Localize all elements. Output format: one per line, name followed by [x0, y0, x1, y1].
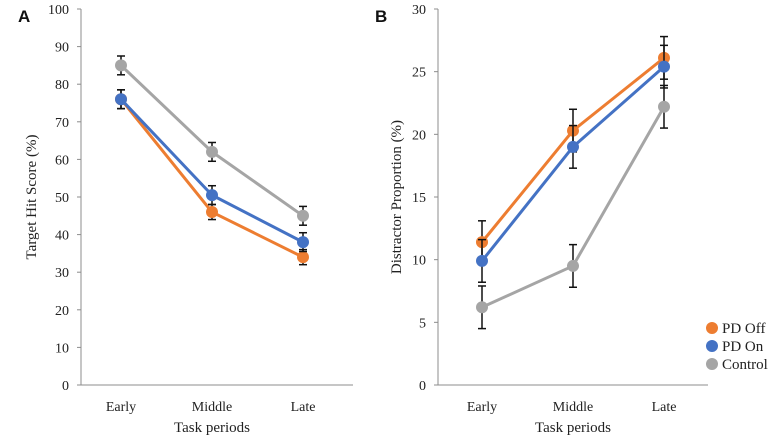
panel-label: A: [18, 7, 30, 26]
y-tick-label: 100: [48, 3, 69, 18]
data-point: [206, 206, 218, 219]
data-point: [297, 209, 309, 222]
y-tick-label: 20: [55, 304, 69, 319]
data-point: [567, 259, 579, 272]
y-tick-label: 30: [412, 3, 426, 18]
y-tick-label: 0: [419, 379, 426, 394]
data-point: [297, 251, 309, 264]
data-point: [206, 189, 218, 202]
x-tick-label: Early: [467, 400, 497, 415]
series-pd-off: [115, 89, 309, 266]
data-point: [297, 236, 309, 249]
x-tick-label: Late: [652, 400, 677, 415]
data-point: [206, 145, 218, 158]
y-tick-label: 5: [419, 316, 426, 331]
x-tick-label: Late: [291, 400, 316, 415]
y-tick-label: 50: [55, 191, 69, 206]
series-pd-on: [476, 44, 670, 283]
y-tick-label: 90: [55, 41, 69, 56]
series-control: [115, 55, 309, 226]
data-point: [115, 59, 127, 72]
data-point: [658, 60, 670, 73]
legend-label: Control: [722, 357, 768, 373]
y-tick-label: 10: [55, 341, 69, 356]
data-point: [476, 301, 488, 314]
y-axis-label: Distractor Proportion (%): [389, 120, 405, 274]
y-tick-label: 70: [55, 116, 69, 131]
panel-b: B 0 5 10 15 20 25 30 Early Middle Late Task periods…: [375, 3, 708, 436]
x-tick-label: Early: [106, 400, 136, 415]
y-tick-label: 25: [412, 66, 426, 81]
y-axis-label: Target Hit Score (%): [24, 135, 40, 260]
y-tick-label: 20: [412, 128, 426, 143]
panel-label: B: [375, 7, 387, 26]
y-tick-label: 10: [412, 254, 426, 269]
x-axis-label: Task periods: [535, 420, 611, 436]
y-tick-label: 40: [55, 229, 69, 244]
data-point: [115, 93, 127, 106]
legend-label: PD On: [722, 339, 764, 355]
x-tick-label: Middle: [192, 400, 232, 415]
panel-a: A 0 10 20 30 40 50 60 70 80 90 100 Early Middle Late Ta…: [18, 3, 353, 436]
legend-label: PD Off: [722, 321, 765, 337]
y-tick-label: 0: [62, 379, 69, 394]
data-point: [658, 100, 670, 113]
series-control: [476, 84, 670, 330]
data-point: [476, 254, 488, 267]
x-tick-label: Middle: [553, 400, 593, 415]
legend-marker: [706, 358, 718, 370]
series-line: [119, 98, 304, 259]
y-tick-label: 80: [55, 78, 69, 93]
y-tick-label: 15: [412, 191, 426, 206]
data-point: [567, 140, 579, 153]
legend-marker: [706, 322, 718, 334]
x-axis-label: Task periods: [174, 420, 250, 436]
legend: PD Off PD On Control: [706, 321, 768, 373]
series-line: [119, 98, 304, 244]
y-tick-label: 30: [55, 266, 69, 281]
series-pd-on: [115, 89, 309, 253]
legend-marker: [706, 340, 718, 352]
y-tick-label: 60: [55, 153, 69, 168]
